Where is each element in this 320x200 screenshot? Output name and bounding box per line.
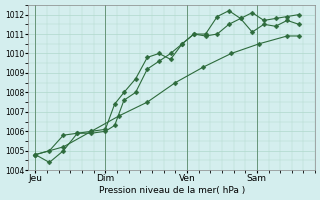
X-axis label: Pression niveau de la mer( hPa ): Pression niveau de la mer( hPa ) bbox=[99, 186, 245, 195]
